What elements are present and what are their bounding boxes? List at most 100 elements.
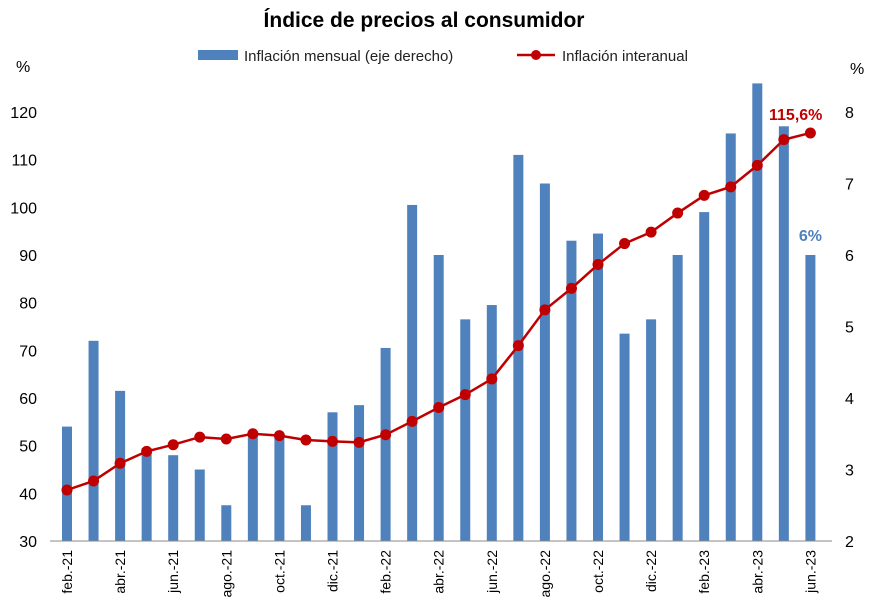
annual-point [433,402,445,414]
annual-point [300,434,312,446]
right-tick-label: 5 [845,320,854,337]
left-tick-label: 70 [19,343,37,360]
monthly-bar [221,505,232,541]
monthly-bar [486,305,497,541]
x-tick-label: feb.-21 [59,550,75,594]
annual-point [751,159,763,171]
legend-marker-annual [531,50,541,60]
x-tick-label: dic.-21 [325,550,341,592]
annual-point [194,431,206,443]
annotations: 115,6% 6% [769,107,822,245]
annual-point [167,439,179,451]
left-tick-label: 90 [19,248,37,265]
monthly-bar [752,83,763,542]
annual-point [592,259,604,271]
monthly-bar [805,255,816,541]
x-tick-label: feb.-23 [696,550,712,594]
left-tick-label: 60 [19,391,37,408]
monthly-bar [778,126,789,542]
x-tick-label: oct.-21 [271,550,287,593]
left-axis-unit: % [16,59,30,76]
annual-point [353,436,365,448]
right-tick-label: 8 [845,105,854,122]
monthly-bar [407,204,418,541]
left-axis-ticks: 30 40 50 60 70 80 90 100 110 120 [10,105,37,551]
monthly-bar [88,340,99,541]
left-tick-label: 80 [19,296,37,313]
annual-point [619,238,631,250]
annual-point [672,207,684,219]
annual-point [406,415,418,427]
legend-label-monthly: Inflación mensual (eje derecho) [244,48,453,65]
monthly-bar [327,412,338,541]
x-tick-label: oct.-22 [590,550,606,593]
annual-point [141,445,153,457]
monthly-bar [354,405,365,541]
left-tick-label: 30 [19,534,37,551]
right-tick-label: 2 [845,534,854,551]
annual-point [486,373,498,385]
annual-point [220,433,232,445]
monthly-bar [566,240,577,541]
x-tick-label: ago.-21 [218,550,234,598]
monthly-bar [141,448,152,541]
annual-last-label: 115,6% [769,107,822,124]
monthly-bar [62,426,72,541]
monthly-bar [247,433,258,541]
right-tick-label: 4 [845,391,854,408]
annual-point [645,226,657,238]
monthly-last-label: 6% [799,228,822,245]
annual-point [565,282,577,294]
x-tick-label: jun.-21 [165,550,181,594]
monthly-bar [672,255,683,541]
x-tick-label: dic.-22 [643,550,659,592]
left-tick-label: 100 [10,200,37,217]
monthly-bar [619,333,630,541]
monthly-bar [274,433,285,541]
monthly-bar [300,505,311,541]
annual-point [61,484,73,496]
annual-point [459,389,471,401]
annual-point [725,181,737,193]
annual-point [512,340,524,352]
left-tick-label: 50 [19,439,37,456]
chart-title: Índice de precios al consumidor [264,9,585,32]
monthly-bar [380,347,391,541]
legend: Inflación mensual (eje derecho) Inflació… [198,48,688,65]
annual-point [380,429,392,441]
right-tick-label: 3 [845,463,854,480]
annual-point [247,428,259,440]
right-tick-label: 7 [845,177,854,194]
legend-swatch-monthly [198,50,238,60]
x-tick-label: abr.-21 [112,550,128,594]
x-tick-label: ago.-22 [537,550,553,598]
annual-point [698,189,710,201]
annual-point [804,127,816,139]
monthly-bar [593,233,603,542]
annual-point [539,304,551,316]
monthly-bar [194,469,205,541]
x-axis-ticks: feb.-21 abr.-21 jun.-21 ago.-21 oct.-21 dic.-… [59,550,818,598]
annual-point [327,435,338,447]
x-tick-label: abr.-23 [749,550,765,594]
right-tick-label: 6 [845,248,854,265]
left-tick-label: 120 [10,105,37,122]
monthly-bar [168,455,179,541]
right-axis-ticks: 2 3 4 5 6 7 8 [845,105,854,551]
monthly-bar [699,212,710,541]
monthly-bar [646,319,657,541]
annual-point [778,134,790,146]
x-tick-label: feb.-22 [378,550,394,594]
annual-point [273,430,285,442]
monthly-inflation-bars [62,83,816,542]
x-tick-label: abr.-22 [431,550,447,594]
x-tick-label: jun.-22 [484,550,500,594]
annual-point [88,475,100,487]
annual-point [114,457,126,469]
legend-label-annual: Inflación interanual [562,48,688,65]
x-tick-label: jun.-23 [802,550,818,594]
monthly-bar [433,255,444,541]
annual-inflation-line [61,127,816,496]
